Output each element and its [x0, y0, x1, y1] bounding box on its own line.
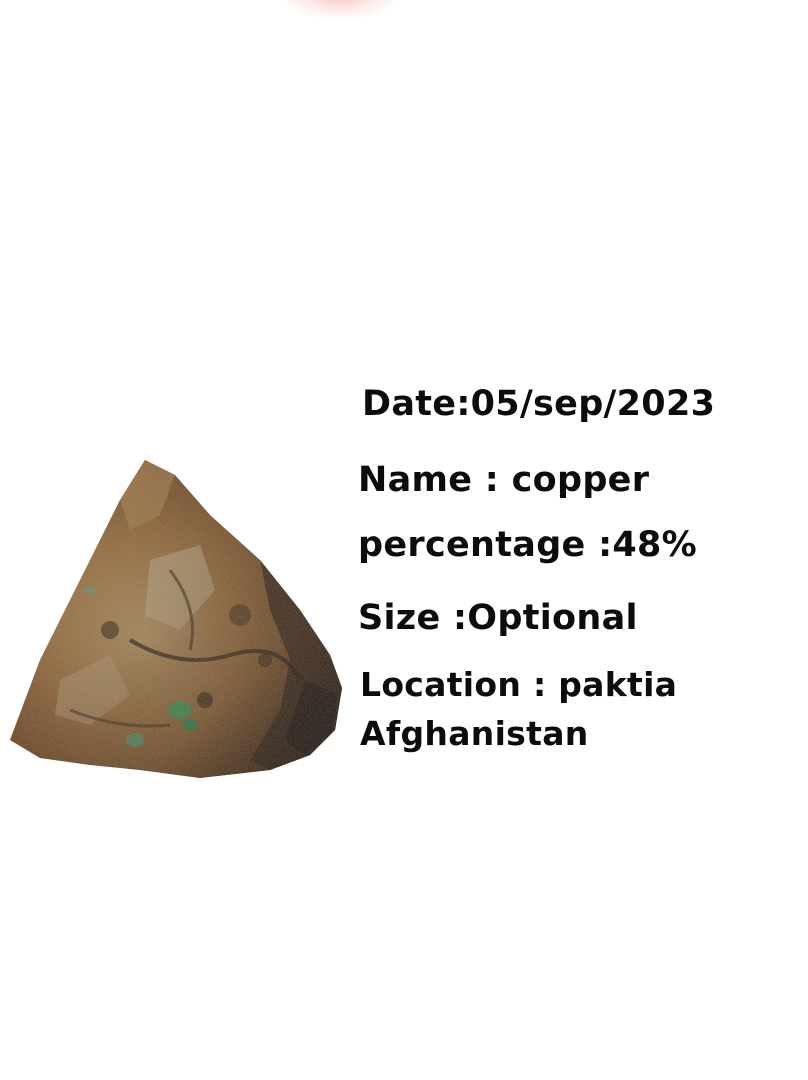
date-label: Date:05/sep/2023 — [362, 384, 716, 424]
top-edge-pink-blur — [280, 0, 400, 20]
size-label: Size :Optional — [358, 598, 638, 638]
name-label: Name : copper — [358, 460, 650, 500]
rock-illustration — [10, 460, 342, 778]
percentage-label: percentage :48% — [358, 525, 698, 565]
location-label: Location : paktia — [360, 665, 678, 704]
location-country-label: Afghanistan — [360, 714, 589, 753]
copper-ore-rock-image — [0, 440, 360, 800]
